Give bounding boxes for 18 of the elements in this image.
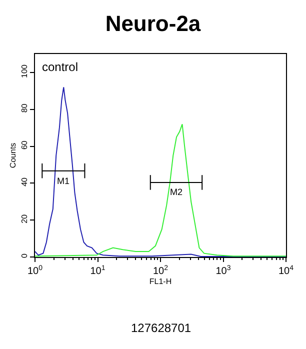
y-tick-label: 40 (20, 176, 29, 186)
y-tick-label: 100 (20, 64, 29, 78)
x-axis-title: FL1-H (149, 277, 172, 286)
x-tick-label: 10$^{4}$ (278, 264, 294, 277)
y-tick-label: 20 (20, 214, 29, 224)
x-tick-label: 10$^{1}$ (90, 264, 106, 277)
y-tick-label: 80 (20, 103, 29, 113)
chart-title: Neuro-2a (105, 11, 202, 36)
y-tick-label: 0 (20, 253, 29, 258)
y-axis-title: Counts (8, 142, 18, 168)
text: 127628701 (131, 321, 192, 335)
annotation: M2 (170, 187, 183, 197)
annotation: control (42, 60, 78, 74)
annotation: M1 (57, 176, 70, 186)
x-tick-label: 10$^{0}$ (27, 264, 43, 277)
y-tick-label: 60 (20, 140, 29, 150)
x-tick-label: 10$^{3}$ (216, 264, 231, 277)
x-tick-label: 10$^{2}$ (152, 264, 168, 277)
